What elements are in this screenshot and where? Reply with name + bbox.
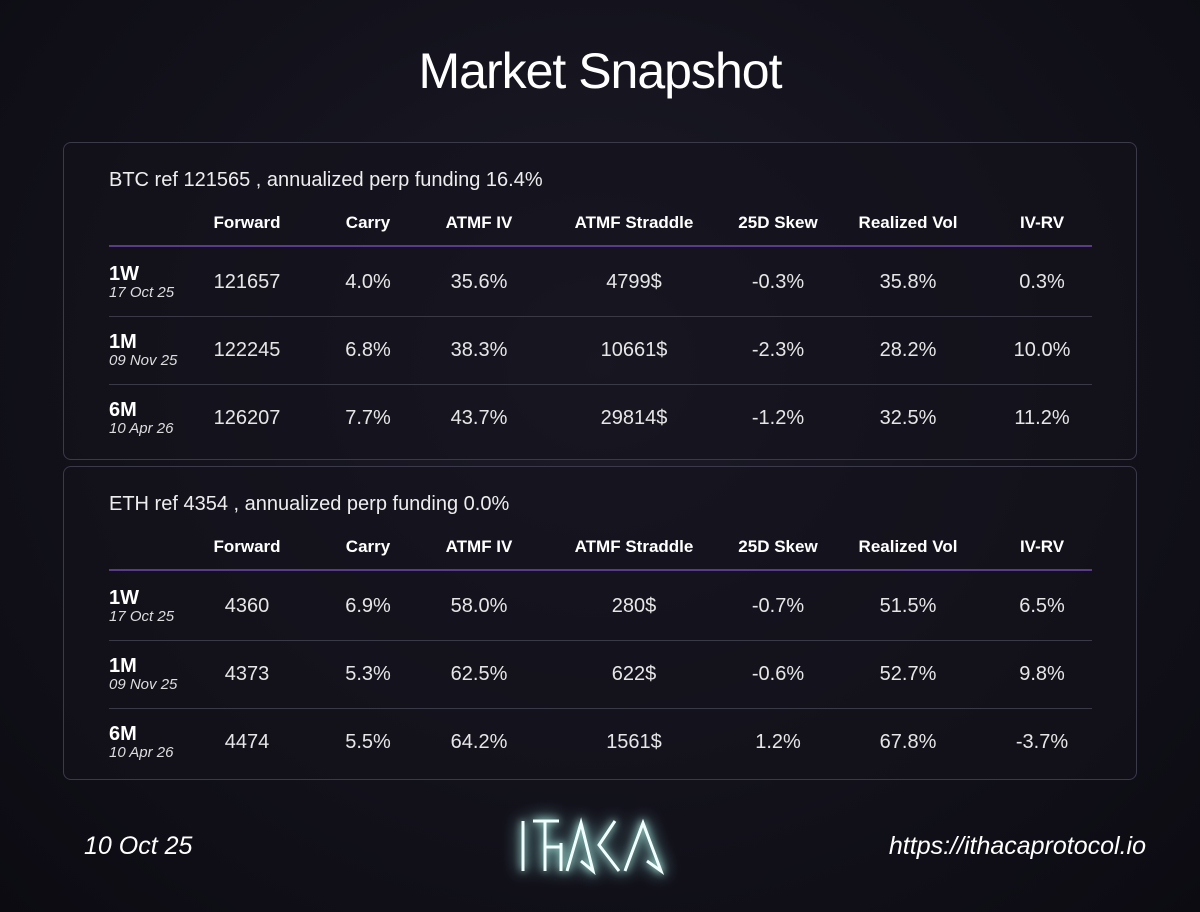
tenor-cell: 1W 17 Oct 25 (109, 263, 174, 301)
expiry-date: 09 Nov 25 (109, 676, 178, 693)
table-row: 1M 09 Nov 25 122245 6.8% 38.3% 10661$ -2.3% 28.… (109, 317, 1092, 385)
table-cell: 4360 (224, 595, 270, 617)
column-header: ATMF IV (445, 537, 513, 556)
table-cell: 280$ (611, 595, 657, 617)
table-cell: -0.7% (751, 595, 805, 617)
table-row: 6M 10 Apr 26 126207 7.7% 43.7% 29814$ -1.2% 32.… (109, 385, 1092, 453)
table-cell: 5.3% (345, 663, 391, 685)
tenor-cell: 1M 09 Nov 25 (109, 331, 177, 369)
tenor-cell: 6M 10 Apr 26 (109, 723, 174, 761)
table-row: 1M 09 Nov 25 4373 5.3% 62.5% 622$ -0.6% 52.7% 9.… (109, 641, 1092, 709)
column-header: Carry (345, 213, 391, 232)
column-header: Forward (213, 213, 281, 232)
table-cell: 52.7% (879, 663, 937, 685)
table-cell: 10.0% (1013, 339, 1071, 361)
table-cell: 4373 (224, 663, 270, 685)
expiry-date: 10 Apr 26 (109, 744, 174, 761)
table-cell: 5.5% (345, 731, 391, 753)
column-header: Carry (345, 537, 391, 556)
panel-heading: ETH ref 4354 , annualized perp funding 0… (109, 493, 510, 515)
table-cell: 35.8% (879, 271, 937, 293)
table-cell: 1561$ (606, 731, 662, 753)
table-cell: 58.0% (450, 595, 508, 617)
table-cell: 38.3% (450, 339, 508, 361)
table-cell: 51.5% (879, 595, 937, 617)
column-header: IV-RV (1019, 213, 1065, 232)
table-cell: 622$ (611, 663, 657, 685)
table-cell: 10661$ (600, 339, 668, 361)
snapshot-panel-btc: BTC ref 121565 , annualized perp funding… (63, 142, 1137, 460)
panel-heading: BTC ref 121565 , annualized perp funding… (109, 169, 543, 191)
tenor-cell: 1W 17 Oct 25 (109, 587, 174, 625)
table-cell: 6.8% (345, 339, 391, 361)
table-cell: -1.2% (751, 407, 805, 429)
expiry-date: 17 Oct 25 (109, 608, 175, 625)
table-cell: -0.3% (751, 271, 805, 293)
expiry-date: 10 Apr 26 (109, 420, 174, 437)
table-cell: 4799$ (606, 271, 662, 293)
table-cell: 29814$ (600, 407, 668, 429)
table-cell: 1.2% (755, 731, 801, 753)
table-row: 6M 10 Apr 26 4474 5.5% 64.2% 1561$ 1.2% 67.8% -3… (109, 709, 1092, 777)
ithaka-logo (515, 815, 685, 880)
column-header: ATMF Straddle (574, 537, 694, 556)
tenor-label: 1W (109, 587, 139, 609)
snapshot-date: 10 Oct 25 (84, 832, 193, 860)
table-row: 1W 17 Oct 25 4360 6.9% 58.0% 280$ -0.7% 51.5% 6.… (109, 573, 1092, 641)
table-cell: 6.9% (345, 595, 391, 617)
table-cell: -2.3% (751, 339, 805, 361)
tenor-cell: 1M 09 Nov 25 (109, 655, 177, 693)
table-cell: 4474 (224, 731, 270, 753)
table-cell: 6.5% (1019, 595, 1065, 617)
table-cell: 7.7% (345, 407, 391, 429)
table-cell: 126207 (213, 407, 281, 429)
column-header: Realized Vol (858, 213, 958, 232)
column-header: IV-RV (1019, 537, 1065, 556)
column-header: Forward (213, 537, 281, 556)
tenor-label: 6M (109, 399, 137, 421)
tenor-label: 1W (109, 263, 139, 285)
website-link[interactable]: https://ithacaprotocol.io (888, 832, 1146, 860)
column-header: ATMF Straddle (574, 213, 694, 232)
table-row: 1W 17 Oct 25 121657 4.0% 35.6% 4799$ -0.3% 35.8… (109, 249, 1092, 317)
table-cell: 122245 (213, 339, 281, 361)
tenor-label: 1M (109, 655, 137, 677)
column-header: 25D Skew (738, 537, 818, 556)
expiry-date: 17 Oct 25 (109, 284, 175, 301)
table-cell: -3.7% (1015, 731, 1069, 753)
snapshot-panel-eth: ETH ref 4354 , annualized perp funding 0… (63, 466, 1137, 780)
tenor-cell: 6M 10 Apr 26 (109, 399, 174, 437)
table-cell: 0.3% (1019, 271, 1065, 293)
expiry-date: 09 Nov 25 (109, 352, 178, 369)
table-cell: 62.5% (450, 663, 508, 685)
table-cell: 9.8% (1019, 663, 1065, 685)
page-title: Market Snapshot (418, 43, 783, 99)
table-cell: 28.2% (879, 339, 937, 361)
column-header: Realized Vol (858, 537, 958, 556)
tenor-label: 1M (109, 331, 137, 353)
table-cell: 32.5% (879, 407, 937, 429)
table-cell: 64.2% (450, 731, 508, 753)
table-cell: 121657 (213, 271, 281, 293)
table-cell: -0.6% (751, 663, 805, 685)
table-cell: 35.6% (450, 271, 508, 293)
table-cell: 11.2% (1014, 407, 1070, 429)
column-header-row: Forward Carry ATMF IV ATMF Straddle 25D Skew… (109, 201, 1092, 247)
column-header: 25D Skew (738, 213, 818, 232)
table-cell: 67.8% (879, 731, 937, 753)
table-cell: 43.7% (450, 407, 508, 429)
table-cell: 4.0% (345, 271, 391, 293)
tenor-label: 6M (109, 723, 137, 745)
column-header-row: Forward Carry ATMF IV ATMF Straddle 25D Skew… (109, 525, 1092, 571)
column-header: ATMF IV (445, 213, 513, 232)
